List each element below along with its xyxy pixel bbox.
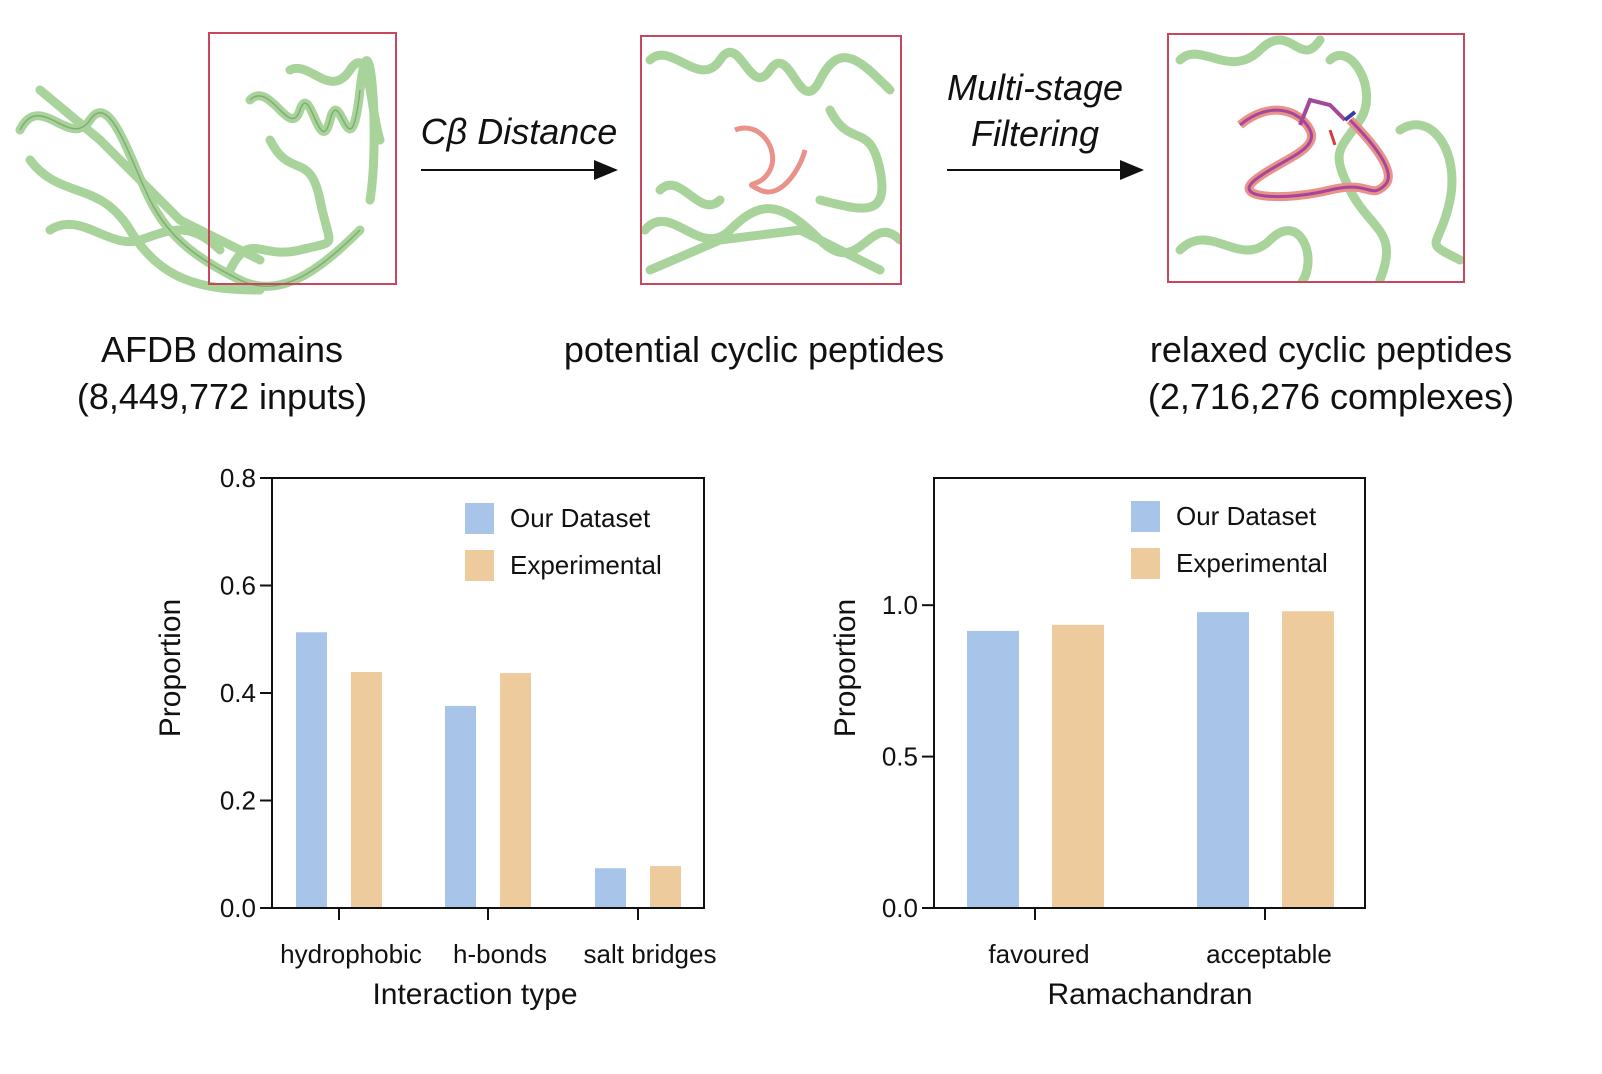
legend-swatch bbox=[1131, 501, 1160, 532]
x-tick-label: h-bonds bbox=[453, 939, 547, 969]
legend-label: Our Dataset bbox=[1176, 501, 1317, 531]
legend-label: Experimental bbox=[510, 550, 662, 580]
bar-our-dataset-h-bonds bbox=[445, 705, 476, 908]
y-tick-label: 0.4 bbox=[220, 678, 256, 708]
stage-3-count: (2,716,276 complexes) bbox=[1148, 376, 1514, 417]
arrow-2-label-line2: Filtering bbox=[971, 113, 1099, 154]
stage-1-caption: AFDB domains bbox=[101, 329, 343, 370]
stage-3-caption: relaxed cyclic peptides bbox=[1150, 329, 1512, 370]
arrow-2-label: Multi-stage bbox=[947, 67, 1123, 108]
legend-label: Experimental bbox=[1176, 548, 1328, 578]
x-tick-label: favoured bbox=[988, 939, 1089, 969]
legend-swatch bbox=[465, 503, 494, 534]
y-axis-label: Proportion bbox=[829, 599, 862, 737]
stage-1-count: (8,449,772 inputs) bbox=[77, 376, 367, 417]
y-tick-label: 0.5 bbox=[882, 742, 918, 772]
plot-frame bbox=[271, 477, 705, 909]
arrow-1-label: Cβ Distance bbox=[421, 111, 618, 152]
bar-experimental-salt-bridges bbox=[650, 866, 681, 908]
y-tick-label: 0.0 bbox=[882, 893, 918, 923]
y-tick-label: 0.8 bbox=[220, 463, 256, 493]
x-tick-label: hydrophobic bbox=[280, 939, 422, 969]
crop-box bbox=[640, 35, 902, 285]
bar-experimental-favoured bbox=[1052, 624, 1104, 908]
x-tick-label: acceptable bbox=[1206, 939, 1332, 969]
bar-chart-2: 0.0 0.5 1.0 favoured acceptable Ramachandran P… bbox=[829, 477, 1366, 1011]
crop-box bbox=[208, 32, 397, 285]
bar-our-dataset-favoured bbox=[967, 630, 1019, 908]
y-axis-label: Proportion bbox=[154, 599, 187, 737]
bar-our-dataset-salt-bridges bbox=[595, 868, 626, 908]
legend-label: Our Dataset bbox=[510, 503, 651, 533]
legend-swatch bbox=[465, 550, 494, 581]
y-tick-label: 0.0 bbox=[220, 893, 256, 923]
bar-chart-1: 0.0 0.2 0.4 0.6 0.8 hydrophobic h-bonds salt br… bbox=[154, 463, 716, 1011]
x-axis-label: Interaction type bbox=[372, 978, 577, 1011]
bar-our-dataset-acceptable bbox=[1197, 612, 1249, 908]
y-tick-label: 0.2 bbox=[220, 786, 256, 816]
bar-experimental-hydrophobic bbox=[351, 672, 382, 908]
y-tick-label: 0.6 bbox=[220, 571, 256, 601]
bar-experimental-acceptable bbox=[1282, 611, 1334, 908]
bar-experimental-h-bonds bbox=[500, 673, 531, 908]
potential-peptide-structure bbox=[641, 47, 901, 275]
y-tick-label: 1.0 bbox=[882, 590, 918, 620]
legend-swatch bbox=[1131, 548, 1160, 579]
plot-frame bbox=[933, 477, 1366, 909]
stage-2-caption: potential cyclic peptides bbox=[564, 329, 944, 370]
x-tick-label: salt bridges bbox=[584, 939, 717, 969]
x-axis-label: Ramachandran bbox=[1047, 978, 1252, 1011]
afdb-domain-structure bbox=[15, 56, 385, 295]
crop-box bbox=[1167, 33, 1465, 283]
relaxed-peptide-structure bbox=[1175, 35, 1464, 282]
bar-our-dataset-hydrophobic bbox=[296, 632, 327, 908]
